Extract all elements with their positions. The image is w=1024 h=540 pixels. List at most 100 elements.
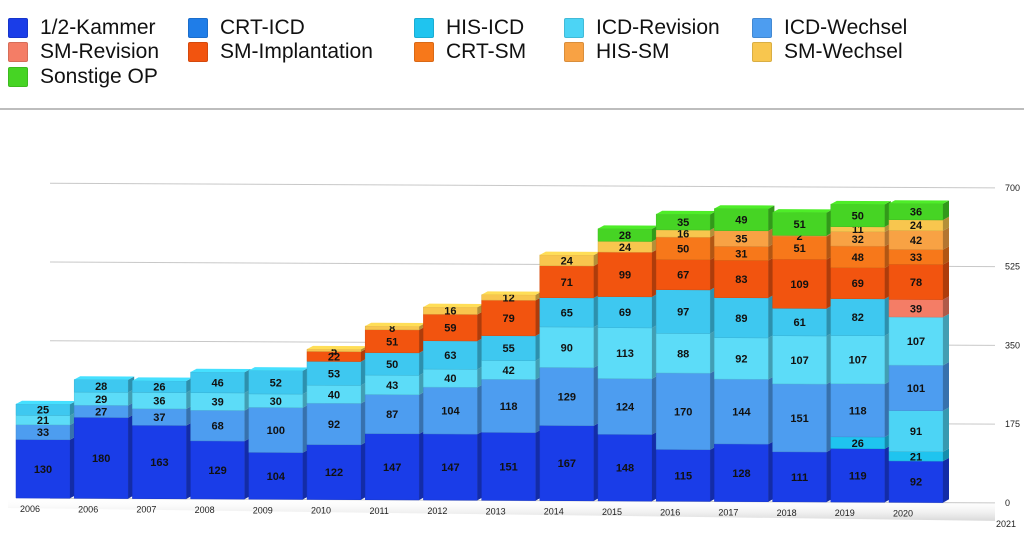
- x-tick-label: 2009: [253, 505, 273, 515]
- legend-swatch-his-icd: [414, 18, 434, 38]
- data-label: 99: [619, 269, 631, 281]
- legend-item-sonstige-op: Sonstige OP: [8, 65, 158, 89]
- bar-segment-side: [943, 227, 949, 250]
- data-label: 147: [383, 462, 401, 474]
- bar-segment-side: [943, 313, 949, 366]
- data-label: 43: [386, 380, 398, 392]
- data-label: 63: [444, 350, 456, 362]
- data-label: 5: [331, 345, 337, 357]
- data-label: 118: [500, 401, 518, 413]
- x-tick-label: 2006: [20, 504, 40, 514]
- data-label: 79: [502, 313, 514, 325]
- legend-swatch-1-2-kammer: [8, 18, 28, 38]
- data-label: 111: [791, 472, 808, 484]
- legend-item-sm-implantation: SM-Implantation: [188, 40, 373, 64]
- data-label: 107: [907, 336, 925, 348]
- data-label: 129: [208, 465, 226, 477]
- legend-swatch-sonstige-op: [8, 67, 28, 87]
- bar-top-cap: [889, 200, 949, 204]
- legend-label-sm-wechsel: SM-Wechsel: [784, 40, 903, 63]
- chart-floor: [8, 498, 995, 521]
- bar-stack-3: 129 68 39 46: [190, 368, 251, 500]
- legend-swatch-icd-wechsel: [752, 18, 772, 38]
- legend-item-crt-sm: CRT-SM: [414, 40, 526, 64]
- data-label: 22: [328, 351, 340, 363]
- bar-stack-2: 163 37 36 26: [132, 377, 193, 500]
- data-label: 82: [852, 312, 864, 324]
- data-label: 89: [735, 313, 747, 325]
- x-tick-label: 2015: [602, 507, 622, 517]
- data-label: 26: [852, 438, 864, 450]
- bar-stack-4: 104 100 30 52: [248, 367, 309, 500]
- bar-stack-7: 147 104 40 63 59 16: [423, 303, 484, 501]
- bar-top-cap: [481, 291, 542, 295]
- legend-label-crt-icd: CRT-ICD: [220, 16, 305, 39]
- data-label: 39: [910, 303, 922, 315]
- data-label: 65: [561, 307, 573, 319]
- data-label: 122: [325, 467, 343, 479]
- data-label: 29: [95, 394, 107, 406]
- data-label: 28: [619, 230, 631, 242]
- data-label: 92: [328, 419, 340, 431]
- x-tick-label: 2016: [660, 507, 680, 517]
- legend-label-icd-wechsel: ICD-Wechsel: [784, 16, 908, 39]
- data-label: 24: [910, 220, 923, 232]
- x-tick-label: 2014: [544, 507, 564, 517]
- bar-top-cap: [656, 210, 717, 215]
- data-label: 48: [852, 252, 864, 264]
- bar-top-cap: [714, 205, 775, 209]
- x-axis-ticks: 2006 2006 2007 2008 2009 2010 2011 2012 2013 2014…: [20, 504, 1016, 529]
- data-label: 16: [677, 229, 689, 241]
- data-label: 2: [797, 231, 803, 243]
- data-label: 11: [852, 224, 864, 236]
- data-label: 32: [852, 234, 864, 246]
- data-label: 163: [150, 457, 168, 469]
- data-label: 104: [267, 471, 286, 483]
- bar-top-cap: [132, 377, 193, 381]
- legend-divider: [0, 108, 1024, 110]
- bar-segment-side: [943, 448, 949, 462]
- data-label: 61: [793, 317, 805, 329]
- legend-swatch-crt-icd: [188, 18, 208, 38]
- data-label: 129: [558, 392, 576, 404]
- bar-segment-side: [943, 407, 949, 452]
- data-label: 24: [561, 255, 574, 267]
- data-label: 144: [732, 407, 751, 419]
- legend-label-icd-revision: ICD-Revision: [596, 16, 720, 39]
- legend-item-1-2-kammer: 1/2-Kammer: [8, 16, 156, 40]
- data-label: 148: [616, 463, 634, 475]
- x-tick-label: 2013: [486, 506, 506, 516]
- data-label: 46: [211, 377, 223, 389]
- bar-top-cap: [598, 225, 658, 229]
- bar-top-cap: [74, 376, 135, 380]
- data-label: 92: [910, 477, 922, 489]
- data-label: 36: [153, 396, 165, 408]
- data-label: 51: [793, 219, 805, 231]
- x-tick-label: 2019: [835, 508, 855, 518]
- x-tick-label: 2008: [195, 505, 215, 515]
- data-label: 8: [389, 323, 395, 335]
- x-tick-label: 2010: [311, 506, 331, 516]
- floor-shade: [8, 498, 995, 521]
- data-label: 101: [907, 383, 925, 395]
- legend-item-sm-revision: SM-Revision: [8, 40, 159, 64]
- bar-top-cap: [772, 209, 833, 213]
- legend-swatch-his-sm: [564, 42, 584, 62]
- legend-swatch-sm-wechsel: [752, 42, 772, 62]
- bar-segment-side: [943, 362, 949, 411]
- bar-stack-8: 151 118 42 55 79 12: [481, 291, 542, 501]
- data-label: 147: [441, 462, 459, 474]
- data-label: 27: [95, 406, 107, 418]
- data-label: 167: [558, 458, 576, 470]
- data-label: 12: [502, 293, 514, 305]
- data-label: 83: [735, 274, 747, 286]
- data-label: 39: [211, 397, 223, 409]
- data-label: 59: [444, 323, 456, 335]
- data-label: 118: [849, 405, 867, 417]
- data-label: 69: [852, 278, 864, 290]
